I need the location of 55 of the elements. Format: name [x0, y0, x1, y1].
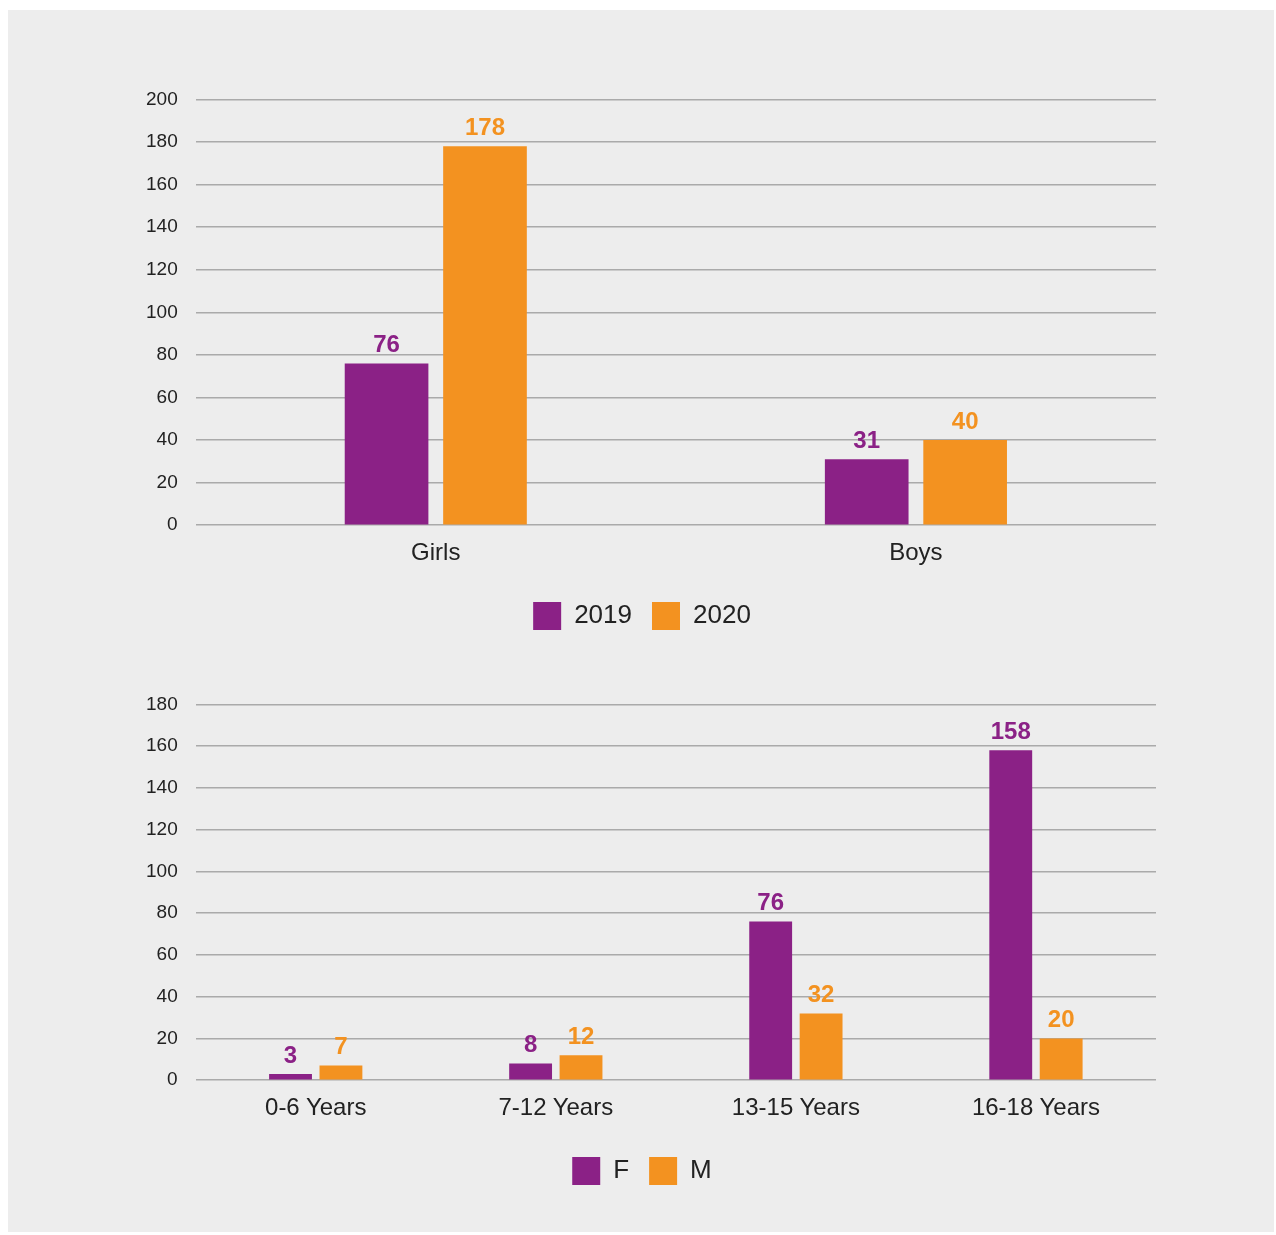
data-label: 20 — [1047, 1005, 1075, 1033]
y-tick-label: 100 — [146, 859, 178, 881]
y-tick-label: 120 — [146, 257, 178, 279]
y-tick-label: 40 — [156, 428, 178, 450]
y-tick-label: 80 — [156, 343, 178, 365]
bar — [749, 921, 793, 1080]
data-label: 158 — [990, 716, 1031, 744]
y-tick-label: 120 — [146, 817, 178, 839]
bar — [559, 1055, 603, 1080]
bar — [344, 363, 429, 525]
y-tick-label: 20 — [156, 1026, 178, 1048]
y-tick-label: 160 — [146, 172, 178, 194]
data-label: 178 — [464, 112, 506, 140]
legend-label: 2020 — [693, 599, 751, 630]
y-tick-label: 140 — [146, 776, 178, 798]
bar — [443, 146, 527, 525]
data-label: 40 — [951, 406, 979, 434]
bar — [269, 1073, 312, 1080]
data-label: 76 — [373, 330, 400, 358]
bar — [824, 459, 909, 525]
data-label: 7 — [334, 1032, 348, 1060]
y-tick-label: 140 — [146, 215, 178, 237]
bar — [923, 440, 1007, 525]
y-tick-label: 60 — [156, 943, 178, 965]
data-label: 76 — [757, 888, 785, 916]
x-tick-label: 13-15 Years — [731, 1093, 860, 1121]
x-tick-label: 7-12 Years — [498, 1093, 614, 1121]
y-tick-label: 180 — [146, 130, 178, 152]
data-label: 8 — [523, 1030, 538, 1058]
y-tick-label: 0 — [167, 1068, 178, 1090]
x-tick-label: 0-6 Years — [265, 1093, 367, 1121]
bar — [319, 1065, 363, 1080]
y-tick-label: 160 — [146, 734, 178, 756]
bar — [989, 750, 1033, 1080]
data-label: 31 — [853, 425, 881, 453]
data-label: 32 — [807, 980, 835, 1008]
y-tick-label: 0 — [167, 513, 178, 535]
y-tick-label: 40 — [156, 984, 178, 1006]
y-tick-label: 100 — [146, 300, 178, 322]
data-label: 12 — [567, 1021, 595, 1049]
y-tick-label: 60 — [156, 385, 178, 407]
legend-label: F — [613, 1154, 630, 1185]
y-tick-label: 200 — [146, 87, 178, 109]
bar — [509, 1063, 553, 1080]
x-tick-label: Boys — [889, 538, 943, 566]
y-tick-label: 180 — [146, 692, 178, 714]
x-tick-label: 16-18 Years — [971, 1093, 1101, 1121]
y-tick-label: 80 — [156, 901, 178, 923]
x-tick-label: Girls — [411, 538, 461, 566]
y-tick-label: 20 — [156, 470, 178, 492]
data-label: 3 — [283, 1040, 298, 1068]
legend-label: M — [690, 1154, 712, 1185]
bar — [1039, 1038, 1083, 1080]
legend-label: 2019 — [574, 599, 632, 630]
bar — [799, 1013, 843, 1080]
